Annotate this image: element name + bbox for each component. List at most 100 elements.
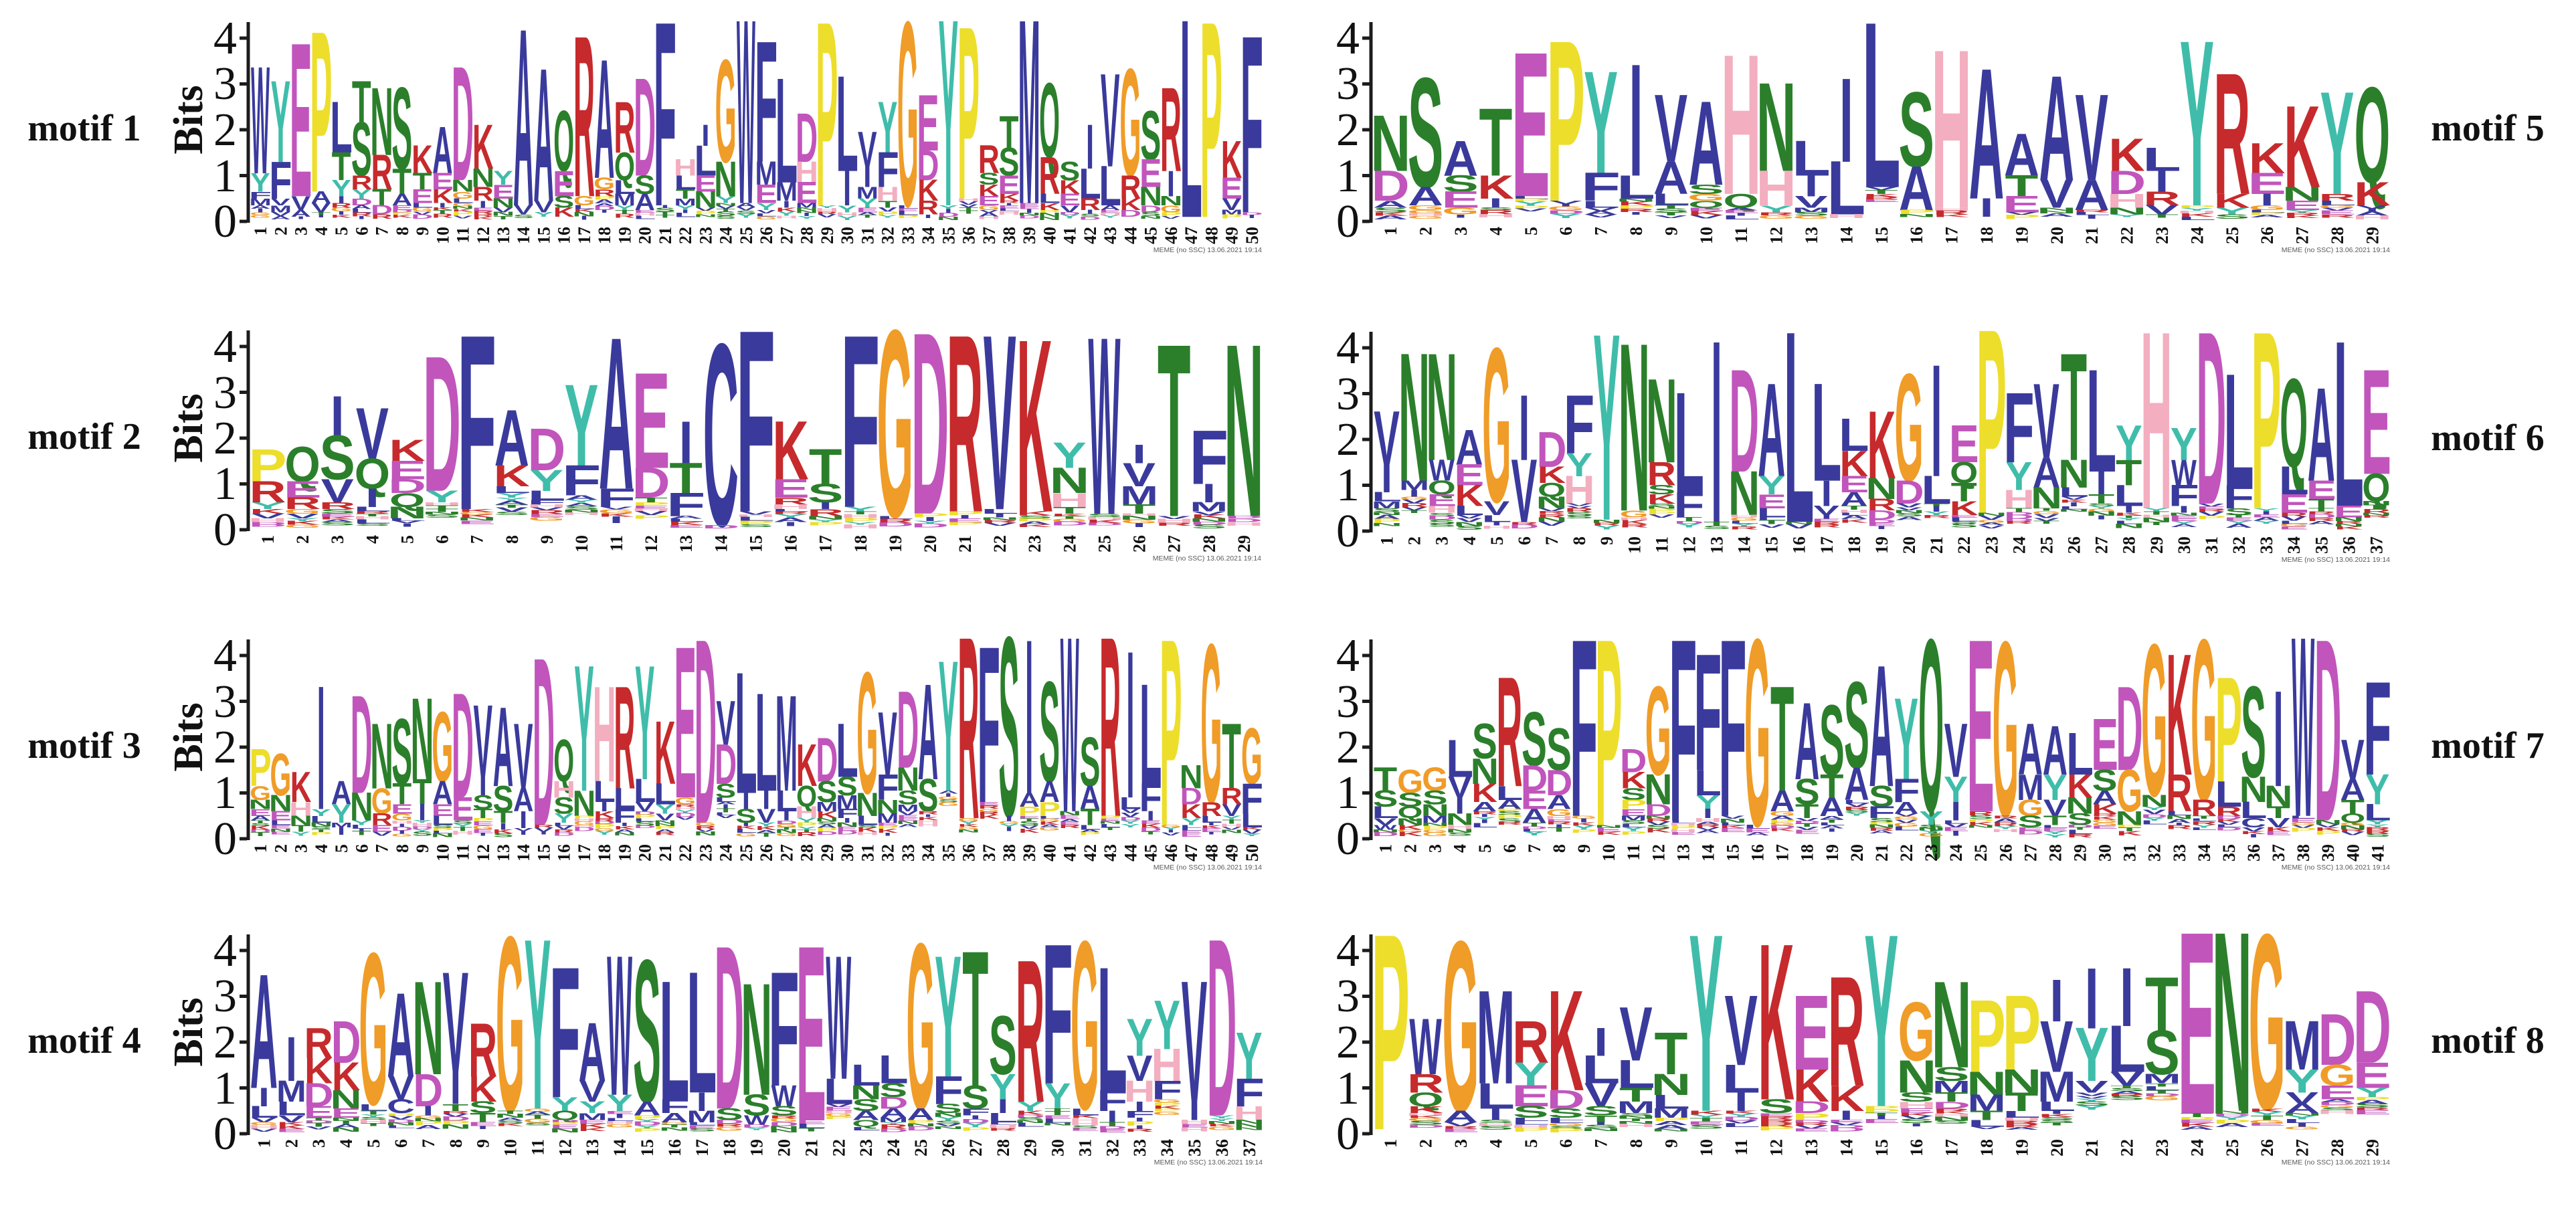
svg-text:V: V <box>2341 831 2365 836</box>
svg-text:27: 27 <box>2092 536 2112 554</box>
svg-text:31: 31 <box>858 844 877 862</box>
svg-text:E: E <box>2334 502 2364 521</box>
svg-text:T: T <box>2033 507 2059 511</box>
svg-text:36: 36 <box>959 844 979 862</box>
svg-text:P: P <box>1546 1128 1584 1134</box>
svg-text:T: T <box>1704 521 1730 527</box>
svg-text:L: L <box>1119 794 1141 813</box>
svg-text:A: A <box>1758 356 1785 505</box>
svg-text:R: R <box>2284 212 2320 217</box>
svg-text:E: E <box>1811 518 1841 522</box>
svg-text:P: P <box>250 738 272 798</box>
svg-text:L: L <box>851 1059 881 1092</box>
svg-text:F: F <box>769 938 800 1121</box>
svg-text:I: I <box>1479 813 1489 818</box>
svg-text:D: D <box>911 277 949 569</box>
svg-text:N: N <box>1224 292 1264 569</box>
svg-text:F: F <box>1139 776 1162 820</box>
svg-text:H: H <box>998 210 1021 216</box>
svg-text:I: I <box>661 205 669 209</box>
svg-text:Q: Q <box>1039 60 1060 181</box>
svg-text:2: 2 <box>1401 844 1420 853</box>
svg-text:N: N <box>613 831 636 836</box>
svg-text:M: M <box>1421 813 1449 825</box>
svg-text:V: V <box>600 506 633 510</box>
svg-text:D: D <box>634 810 656 816</box>
svg-text:R: R <box>1922 514 1950 519</box>
svg-text:I: I <box>958 514 972 520</box>
svg-text:S: S <box>1428 518 1456 525</box>
svg-text:D: D <box>715 898 745 1159</box>
svg-text:N: N <box>1233 1126 1265 1130</box>
svg-text:48: 48 <box>1202 844 1221 862</box>
svg-text:H: H <box>840 514 881 520</box>
svg-text:24: 24 <box>717 844 736 862</box>
svg-text:R: R <box>593 187 615 199</box>
svg-text:K: K <box>1620 519 1649 525</box>
svg-text:I: I <box>681 209 689 213</box>
svg-text:K: K <box>1071 1114 1099 1119</box>
svg-text:S: S <box>2214 213 2250 220</box>
svg-text:S: S <box>938 799 959 803</box>
svg-text:A: A <box>311 189 331 207</box>
svg-text:T: T <box>352 830 371 837</box>
svg-text:E: E <box>2169 515 2199 520</box>
svg-text:M: M <box>897 803 919 813</box>
svg-text:K: K <box>1016 524 1052 528</box>
svg-text:E: E <box>1139 150 1162 196</box>
svg-text:S: S <box>320 521 355 526</box>
svg-text:A: A <box>979 212 1000 217</box>
svg-text:S: S <box>432 824 453 829</box>
svg-text:T: T <box>1044 1108 1071 1112</box>
svg-text:K: K <box>331 213 352 219</box>
svg-text:17: 17 <box>816 535 836 552</box>
svg-text:23: 23 <box>696 844 715 862</box>
svg-text:L: L <box>735 828 757 834</box>
svg-text:L: L <box>1180 824 1202 828</box>
svg-text:E: E <box>2091 825 2118 830</box>
svg-text:30: 30 <box>838 844 857 862</box>
svg-text:Bits: Bits <box>166 702 211 771</box>
svg-text:L: L <box>755 213 777 217</box>
svg-text:G: G <box>1730 516 1758 522</box>
svg-text:Y: Y <box>412 820 432 824</box>
svg-text:L: L <box>1839 409 1869 462</box>
svg-text:A: A <box>1080 779 1100 816</box>
svg-text:11: 11 <box>1732 1139 1751 1156</box>
svg-text:I: I <box>923 516 937 522</box>
svg-text:S: S <box>412 831 433 837</box>
svg-text:F: F <box>1673 484 1704 526</box>
svg-text:N: N <box>1471 751 1499 793</box>
svg-text:N: N <box>714 152 737 207</box>
svg-text:Q: Q <box>551 1108 579 1123</box>
svg-text:R: R <box>304 1020 333 1068</box>
svg-text:M: M <box>775 667 798 820</box>
svg-text:G: G <box>452 189 474 201</box>
svg-text:L: L <box>988 1110 1018 1125</box>
svg-text:V: V <box>1401 506 1427 512</box>
svg-text:L: L <box>2223 340 2253 520</box>
svg-text:L: L <box>1042 1118 1073 1124</box>
svg-text:K: K <box>1140 823 1162 829</box>
svg-text:A: A <box>2355 211 2390 217</box>
svg-text:S: S <box>472 791 493 813</box>
svg-text:A: A <box>387 969 414 1103</box>
svg-text:R: R <box>877 518 913 524</box>
svg-text:N: N <box>2168 512 2199 516</box>
svg-text:G: G <box>2284 1126 2320 1130</box>
svg-text:E: E <box>1839 472 1869 498</box>
svg-text:K: K <box>277 1121 305 1126</box>
svg-text:L: L <box>605 1117 635 1122</box>
svg-text:G: G <box>391 811 413 823</box>
svg-text:L: L <box>330 86 352 169</box>
svg-text:1: 1 <box>1336 1063 1360 1114</box>
svg-text:T: T <box>669 453 703 502</box>
svg-text:D: D <box>1097 1126 1127 1130</box>
svg-text:23: 23 <box>1982 536 2001 554</box>
svg-text:A: A <box>494 499 529 506</box>
svg-text:I: I <box>998 1095 1008 1117</box>
svg-text:I: I <box>1132 439 1146 470</box>
svg-text:E: E <box>1139 819 1162 825</box>
svg-text:K: K <box>1397 823 1423 831</box>
svg-text:9: 9 <box>413 844 432 853</box>
